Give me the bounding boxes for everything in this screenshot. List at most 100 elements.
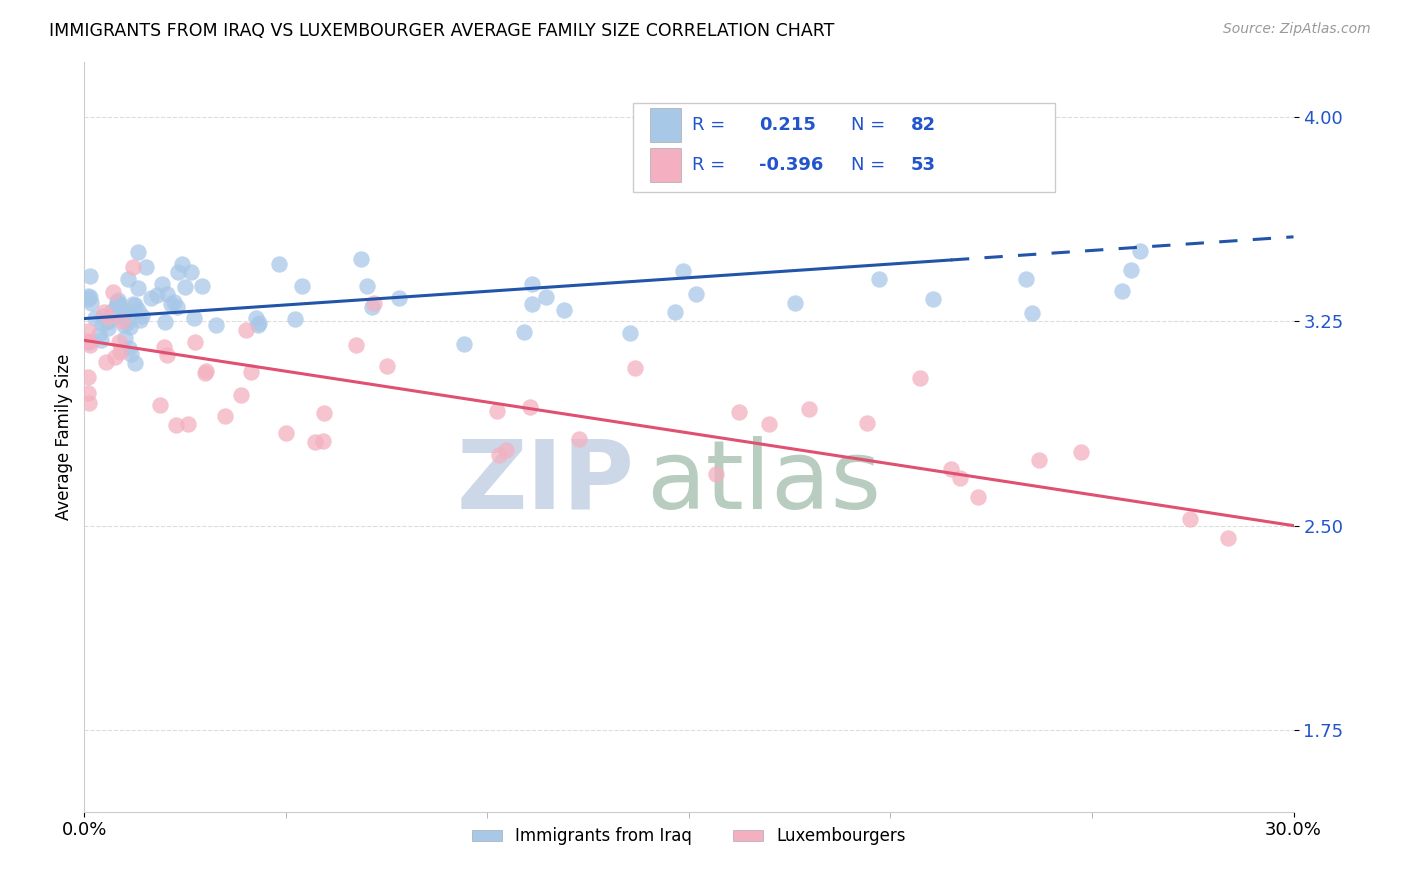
- Point: [135, 260, 157, 274]
- Point: [98, 314, 121, 328]
- Point: [127, 245, 149, 260]
- Point: [388, 291, 411, 305]
- Point: [284, 311, 307, 326]
- Point: [79, 290, 101, 304]
- Point: [108, 297, 131, 311]
- Point: [163, 294, 186, 309]
- Point: [156, 287, 179, 301]
- Point: [274, 426, 297, 441]
- Point: [1121, 263, 1143, 277]
- Point: [80, 296, 103, 310]
- Point: [176, 417, 198, 432]
- Point: [240, 365, 263, 379]
- Point: [172, 257, 194, 271]
- Point: [107, 294, 129, 309]
- Point: [672, 263, 695, 277]
- Point: [77, 386, 100, 401]
- Legend: Immigrants from Iraq, Luxembourgers: Immigrants from Iraq, Luxembourgers: [465, 821, 912, 852]
- Point: [93, 305, 115, 319]
- Point: [166, 300, 188, 314]
- Point: [245, 311, 267, 326]
- Point: [174, 280, 197, 294]
- Point: [111, 314, 134, 328]
- Point: [519, 400, 541, 414]
- Point: [314, 406, 336, 420]
- Point: [166, 265, 188, 279]
- Point: [194, 364, 217, 378]
- Point: [87, 326, 110, 341]
- Point: [120, 320, 142, 334]
- Text: IMMIGRANTS FROM IRAQ VS LUXEMBOURGER AVERAGE FAMILY SIZE CORRELATION CHART: IMMIGRANTS FROM IRAQ VS LUXEMBOURGER AVE…: [49, 22, 835, 40]
- Point: [165, 417, 187, 432]
- Point: [495, 443, 517, 458]
- Point: [107, 334, 129, 349]
- Point: [104, 300, 127, 314]
- Point: [139, 291, 162, 305]
- Point: [90, 318, 112, 332]
- Point: [118, 341, 141, 355]
- Point: [83, 311, 105, 326]
- Point: [356, 279, 378, 293]
- Point: [1070, 445, 1092, 459]
- Point: [797, 402, 820, 417]
- Text: R =: R =: [692, 116, 731, 134]
- Point: [513, 326, 536, 340]
- Point: [97, 310, 120, 325]
- Point: [1178, 511, 1201, 525]
- Point: [568, 432, 591, 446]
- Point: [77, 396, 100, 410]
- Point: [184, 334, 207, 349]
- Point: [112, 318, 135, 333]
- Point: [100, 304, 122, 318]
- Point: [727, 405, 749, 419]
- Point: [79, 337, 101, 351]
- Point: [111, 307, 134, 321]
- Point: [312, 434, 335, 448]
- Point: [1021, 306, 1043, 320]
- Y-axis label: Average Family Size: Average Family Size: [55, 354, 73, 520]
- Point: [79, 268, 101, 283]
- Point: [231, 388, 253, 402]
- Point: [1216, 531, 1239, 545]
- Point: [1014, 272, 1036, 286]
- Text: -0.396: -0.396: [759, 156, 824, 174]
- Point: [97, 321, 120, 335]
- Point: [117, 315, 139, 329]
- Point: [122, 297, 145, 311]
- Point: [214, 409, 236, 424]
- Point: [77, 324, 100, 338]
- Point: [520, 277, 543, 292]
- Point: [910, 371, 932, 385]
- Point: [966, 490, 988, 504]
- Text: R =: R =: [692, 156, 731, 174]
- Point: [107, 293, 129, 307]
- Point: [350, 252, 373, 267]
- Point: [453, 337, 475, 351]
- Point: [856, 417, 879, 431]
- Point: [1129, 244, 1152, 258]
- Point: [783, 296, 806, 310]
- Point: [520, 297, 543, 311]
- Point: [149, 398, 172, 412]
- Point: [247, 318, 270, 332]
- Point: [344, 338, 367, 352]
- Point: [107, 297, 129, 311]
- Point: [205, 318, 228, 332]
- Point: [129, 312, 152, 326]
- Point: [304, 434, 326, 449]
- Point: [485, 404, 508, 418]
- Point: [758, 417, 780, 431]
- Point: [112, 310, 135, 324]
- Point: [115, 304, 138, 318]
- Point: [553, 303, 575, 318]
- Point: [377, 359, 399, 374]
- Point: [124, 355, 146, 369]
- Point: [1028, 453, 1050, 467]
- Point: [247, 316, 270, 330]
- Point: [77, 292, 100, 306]
- Point: [127, 303, 149, 318]
- Point: [120, 346, 142, 360]
- Point: [922, 293, 945, 307]
- Point: [361, 300, 384, 314]
- Point: [93, 310, 115, 324]
